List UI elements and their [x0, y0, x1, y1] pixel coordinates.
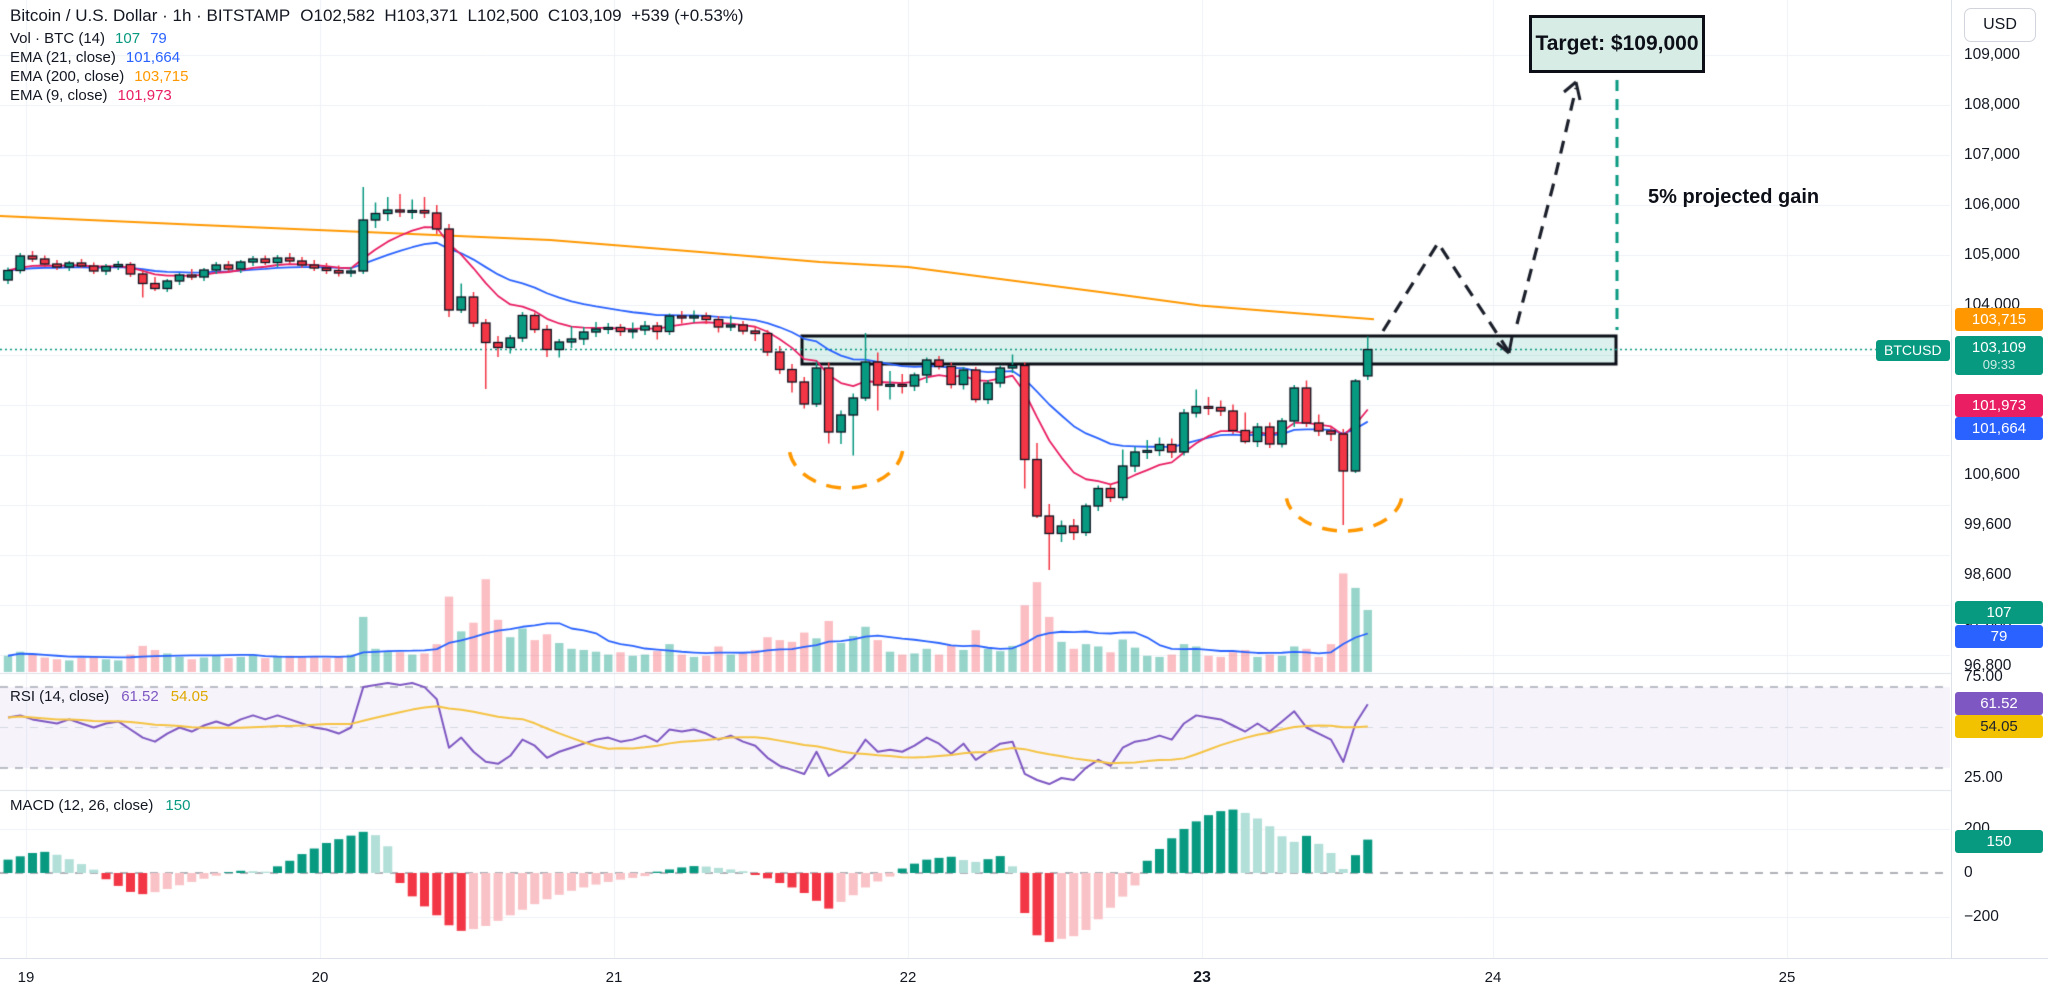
ema200-value-badge: 103,715 [1955, 308, 2043, 331]
ema21-value-badge: 101,664 [1955, 417, 2043, 440]
price-axis-label: 106,000 [1964, 196, 2021, 213]
last-price-badge: 103,109 09:33 [1955, 336, 2043, 375]
time-axis-label: 19 [17, 969, 35, 986]
target-annotation-text: Target: $109,000 [1535, 32, 1699, 55]
target-annotation[interactable]: Target: $109,000 [1529, 15, 1705, 73]
symbol-legend: Bitcoin / U.S. Dollar · 1h · BITSTAMP O1… [10, 6, 744, 106]
time-axis-label: 20 [311, 969, 329, 986]
rsi-legend-row[interactable]: RSI (14, close) 61.52 54.05 [10, 688, 208, 705]
price-axis-label: 100,600 [1964, 466, 2021, 483]
price-axis-label: 0 [1964, 864, 1973, 881]
volume-legend-value: 107 [115, 30, 141, 47]
rsi-legend-label: RSI (14, close) [10, 688, 110, 705]
currency-toggle-button[interactable]: USD [1964, 8, 2036, 42]
time-axis-label: 23 [1193, 969, 1211, 986]
time-axis-label: 24 [1484, 969, 1502, 986]
ema9-legend-label: EMA (9, close) [10, 87, 108, 104]
macd-legend-row[interactable]: MACD (12, 26, close) 150 [10, 797, 190, 814]
symbol-title: Bitcoin / U.S. Dollar · 1h · BITSTAMP [10, 6, 291, 25]
rsi-value-badge: 61.52 [1955, 692, 2043, 715]
ema21-legend-label: EMA (21, close) [10, 49, 116, 66]
macd-legend-value: 150 [165, 797, 191, 814]
ema200-legend-value: 103,715 [134, 68, 189, 85]
volume-value-badge: 107 [1955, 601, 2043, 624]
volume-ma-badge: 79 [1955, 625, 2043, 648]
symbol-title-row[interactable]: Bitcoin / U.S. Dollar · 1h · BITSTAMP O1… [10, 6, 744, 30]
ema9-legend-row[interactable]: EMA (9, close) 101,973 [10, 87, 744, 106]
projected-gain-label[interactable]: 5% projected gain [1648, 186, 1820, 208]
price-axis-label: 96,800 [1964, 657, 2012, 674]
time-axis[interactable]: 19 20 21 22 23 24 25 [0, 958, 2048, 999]
price-axis-label: 99,600 [1964, 516, 2012, 533]
price-axis-label: 105,000 [1964, 246, 2021, 263]
time-axis-label: 22 [899, 969, 917, 986]
ema9-legend-value: 101,973 [117, 87, 172, 104]
ema21-legend-value: 101,664 [125, 49, 181, 66]
ema21-legend-row[interactable]: EMA (21, close) 101,664 [10, 49, 744, 68]
price-axis-label: 108,000 [1964, 96, 2021, 113]
price-axis-label: 75.00 [1964, 668, 2003, 685]
price-axis[interactable]: 109,000 108,000 107,000 106,000 105,000 104,0… [1951, 0, 2048, 958]
price-axis-label: 25.00 [1964, 769, 2003, 786]
rsi-ma-legend-value: 54.05 [170, 688, 209, 705]
time-axis-label: 25 [1778, 969, 1796, 986]
price-axis-label: 98,600 [1964, 566, 2012, 583]
volume-legend-row[interactable]: Vol · BTC (14) 107 79 [10, 30, 744, 49]
macd-legend-label: MACD (12, 26, close) [10, 797, 154, 814]
time-axis-label: 21 [605, 969, 623, 986]
ohlc-values: O102,582 H103,371 L102,500 C103,109 +539… [300, 6, 744, 25]
rsi-legend-value: 61.52 [121, 688, 159, 705]
price-axis-label: 109,000 [1964, 46, 2021, 63]
price-axis-label: 107,000 [1964, 146, 2021, 163]
symbol-price-line-badge: BTCUSD [1876, 340, 1950, 361]
ema200-legend-row[interactable]: EMA (200, close) 103,715 [10, 68, 744, 87]
volume-ma-legend-value: 79 [150, 30, 167, 47]
rsi-ma-badge: 54.05 [1955, 715, 2043, 738]
ema200-legend-label: EMA (200, close) [10, 68, 125, 85]
volume-legend-label: Vol · BTC (14) [10, 30, 106, 47]
price-axis-label: −200 [1964, 908, 1999, 925]
macd-value-badge: 150 [1955, 830, 2043, 853]
ema9-value-badge: 101,973 [1955, 394, 2043, 417]
